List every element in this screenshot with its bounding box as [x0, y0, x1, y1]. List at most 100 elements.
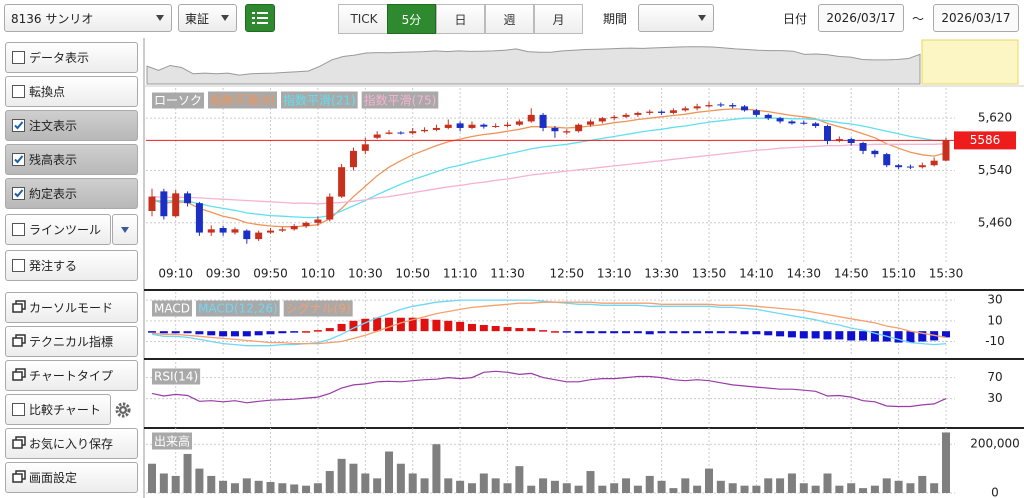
overview-highlight [921, 39, 1019, 85]
sidebar-button[interactable]: 画面設定 [5, 462, 138, 493]
checkbox[interactable] [12, 85, 25, 98]
candle-body [184, 193, 192, 204]
histogram-bar [894, 331, 903, 343]
checkbox[interactable] [12, 403, 25, 416]
candle-body [349, 150, 357, 168]
x-tick-label: 15:30 [929, 267, 964, 281]
candle-body [598, 118, 606, 122]
volume-bar [835, 485, 844, 493]
settings-button[interactable] [114, 401, 132, 419]
volume-bar [586, 471, 595, 493]
histogram-bar [859, 331, 868, 341]
date-to[interactable]: 2026/03/17 [933, 4, 1019, 32]
interval-button[interactable]: 月 [534, 4, 583, 34]
histogram-bar [870, 331, 879, 342]
check-mark [14, 121, 24, 130]
histogram-bar [349, 320, 358, 332]
candle-body [788, 121, 796, 124]
checkbox[interactable] [12, 259, 25, 272]
candle-body [752, 110, 760, 115]
histogram-bar [633, 331, 642, 334]
last-price-box [954, 131, 1016, 150]
candle-body [302, 222, 310, 227]
sidebar-button[interactable]: 転換点 [5, 76, 138, 107]
volume-bar [432, 444, 441, 493]
sidebar-button[interactable]: チャートタイプ [5, 360, 138, 391]
legend-background [283, 300, 353, 317]
volume-bar [183, 453, 192, 493]
sidebar-button[interactable]: テクニカル指標 [5, 326, 138, 357]
histogram-bar [183, 331, 192, 334]
sidebar-button[interactable]: 注文表示 [5, 110, 138, 141]
interval-button[interactable]: 日 [436, 4, 485, 34]
volume-bar [681, 478, 690, 493]
volume-bar [622, 478, 631, 493]
sidebar-label: 転換点 [29, 85, 66, 99]
sidebar-button[interactable]: 発注する [5, 250, 138, 281]
legend-label: ローソク [154, 94, 202, 108]
period-select[interactable] [638, 4, 714, 32]
histogram-bar [325, 328, 334, 332]
histogram-bar [693, 331, 702, 334]
histogram-bar [290, 331, 299, 333]
sidebar-button[interactable]: ラインツール [5, 214, 111, 245]
histogram-bar [942, 331, 950, 338]
sidebar-button[interactable]: データ表示 [5, 42, 138, 73]
histogram-bar [207, 331, 216, 336]
histogram-bar [219, 331, 228, 337]
sidebar-button[interactable]: 約定表示 [5, 178, 138, 209]
checkbox[interactable] [12, 187, 25, 200]
arrow [156, 15, 164, 21]
interval-button[interactable]: 5分 [387, 4, 436, 34]
sidebar-button[interactable]: お気に入り保存 [5, 428, 138, 459]
checkbox[interactable] [12, 223, 25, 236]
y-tick-label: 30 [987, 391, 1002, 405]
ema-line [151, 108, 947, 228]
x-tick-label: 13:30 [644, 267, 679, 281]
candle-body [610, 116, 618, 119]
candle-body [871, 150, 879, 155]
volume-bar [313, 483, 322, 493]
volume-bar [266, 482, 275, 493]
candle-body [385, 132, 393, 134]
checkbox[interactable] [12, 119, 25, 132]
candle-body [918, 165, 926, 168]
legend-item: 指数平滑(21) [281, 91, 358, 109]
volume-bar [219, 480, 228, 493]
market-select[interactable]: 東証 [178, 4, 237, 32]
histogram-bar [847, 331, 856, 341]
candle-body [207, 229, 215, 233]
interval-button[interactable]: 週 [485, 4, 534, 34]
histogram-bar [657, 331, 666, 334]
histogram-bar [740, 331, 749, 335]
sidebar-button[interactable]: カーソルモード [5, 292, 138, 323]
symbol-select[interactable]: 8136 サンリオ [4, 4, 172, 32]
candle-body [373, 134, 381, 138]
sidebar-label: テクニカル指標 [29, 335, 114, 349]
dropdown-button[interactable] [112, 214, 138, 245]
volume-bar [337, 458, 346, 493]
sidebar-button[interactable]: 残高表示 [5, 144, 138, 175]
candle-body [409, 131, 417, 134]
legend-background [152, 368, 201, 385]
candle-body [705, 105, 713, 107]
candle-body [504, 124, 512, 126]
date-from[interactable]: 2026/03/17 [818, 4, 904, 32]
histogram-bar [148, 331, 156, 333]
list-button[interactable] [245, 4, 275, 32]
checkbox[interactable] [12, 51, 25, 64]
histogram-bar [230, 331, 239, 337]
legend-label: 指数平滑(9) [210, 93, 275, 108]
volume-bar [645, 475, 654, 493]
checkbox[interactable] [12, 153, 25, 166]
y-tick-label: 10 [987, 313, 1002, 327]
x-tick-label: 11:10 [443, 267, 478, 281]
sidebar-button[interactable]: 比較チャート [5, 394, 111, 425]
interval-button[interactable]: TICK [338, 4, 390, 34]
volume-bar [479, 473, 488, 493]
window-icon [12, 333, 29, 350]
histogram-bar [432, 319, 441, 332]
histogram-bar [171, 331, 180, 334]
volume-bar [787, 473, 796, 493]
